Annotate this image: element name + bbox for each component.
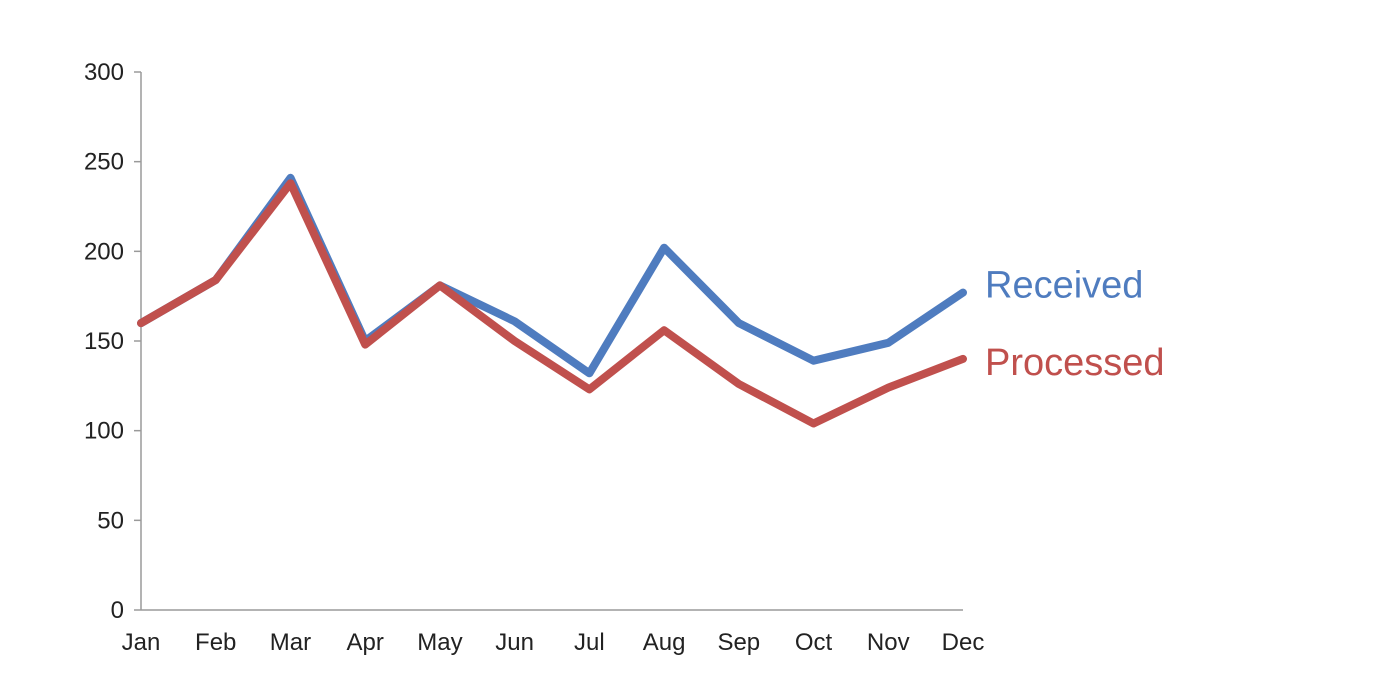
series-labels: Received Processed — [985, 265, 1165, 384]
x-tick-label: Jan — [122, 629, 161, 656]
x-tick-label: Jul — [574, 629, 605, 656]
x-tick-label: Apr — [347, 629, 384, 656]
y-tick-label: 50 — [97, 507, 124, 534]
x-tick-label: Feb — [195, 629, 236, 656]
y-tick-label: 100 — [84, 418, 124, 445]
series-label-processed: Processed — [985, 342, 1165, 384]
x-tick-label: Sep — [717, 629, 760, 656]
x-tick-label: Oct — [795, 629, 833, 656]
x-tick-label: Nov — [867, 629, 910, 656]
y-tick-label: 0 — [111, 597, 124, 624]
series-line-processed — [137, 179, 967, 428]
x-tick-label: Aug — [643, 629, 686, 656]
y-tick-label: 150 — [84, 328, 124, 355]
y-axis: 0 50 100 150 200 250 300 — [84, 59, 142, 624]
y-tick-label: 250 — [84, 149, 124, 176]
x-tick-label: Mar — [270, 629, 311, 656]
y-tick-label: 200 — [84, 238, 124, 265]
series-label-received: Received — [985, 265, 1143, 307]
series-lines — [137, 173, 967, 428]
y-tick-label: 300 — [84, 59, 124, 86]
x-tick-label: May — [417, 629, 462, 656]
x-axis: Jan Feb Mar Apr May Jun Jul Aug Sep Oct Nov Dec — [122, 609, 985, 656]
x-tick-label: Jun — [495, 629, 534, 656]
x-tick-label: Dec — [942, 629, 985, 656]
series-line-received — [137, 173, 967, 378]
